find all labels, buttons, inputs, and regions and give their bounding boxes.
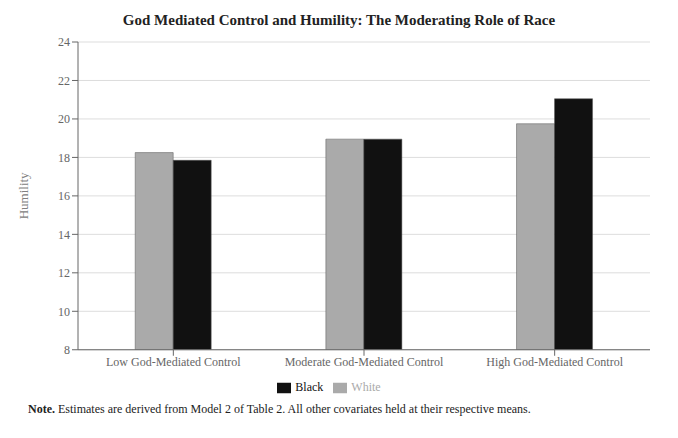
svg-text:22: 22 <box>58 74 70 88</box>
svg-text:8: 8 <box>64 343 70 357</box>
svg-text:12: 12 <box>58 266 70 280</box>
svg-text:Humility: Humility <box>16 172 31 219</box>
svg-text:24: 24 <box>58 35 70 49</box>
svg-text:16: 16 <box>58 189 70 203</box>
svg-text:Low God-Mediated Control: Low God-Mediated Control <box>106 355 241 369</box>
html-text:Black: Black <box>295 379 324 394</box>
html-text:God Mediated Control and Humil: God Mediated Control and Humility: The M… <box>122 12 556 28</box>
html-text:Note. Estimates are derived fr: Note. Estimates are derived from Model 2… <box>28 402 531 416</box>
svg-text:20: 20 <box>58 112 70 126</box>
svg-text:10: 10 <box>58 305 70 319</box>
svg-text:14: 14 <box>58 228 70 242</box>
html-text:White: White <box>351 379 381 394</box>
svg-text:Moderate God-Mediated Control: Moderate God-Mediated Control <box>285 355 444 369</box>
svg-text:High God-Mediated Control: High God-Mediated Control <box>486 355 623 369</box>
svg-text:18: 18 <box>58 151 70 165</box>
